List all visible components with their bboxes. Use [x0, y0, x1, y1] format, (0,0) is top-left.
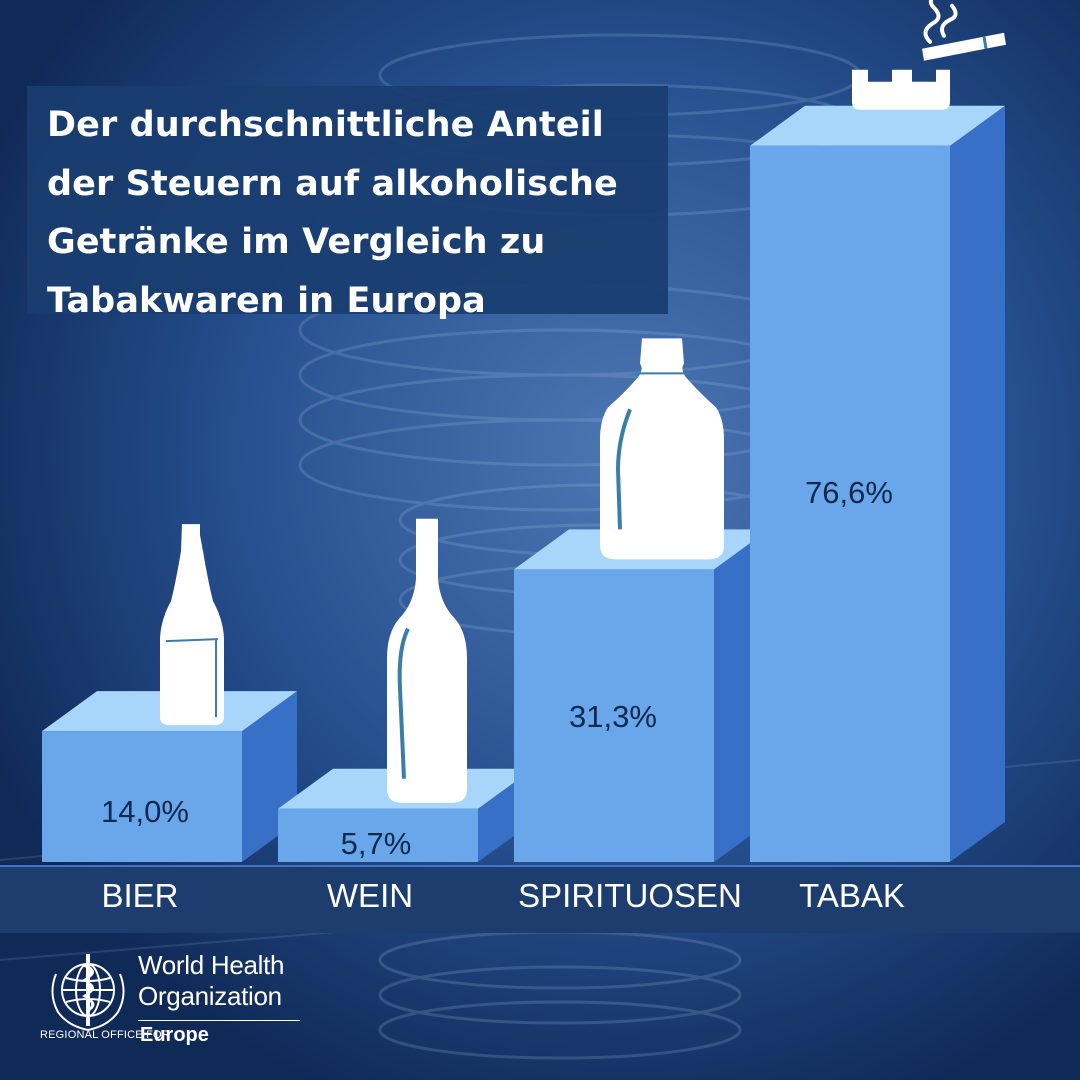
who-logo: World Health Organization REGIONAL OFFIC…	[38, 940, 318, 1060]
smoke	[923, 0, 958, 44]
regional-office-label: REGIONAL OFFICE FOR	[40, 1029, 170, 1041]
who-name: World Health Organization	[138, 950, 285, 1012]
region-label: Europe	[140, 1024, 209, 1046]
bar-front-tabak	[750, 145, 950, 863]
category-band	[0, 865, 1080, 933]
who-name-line2: Organization	[138, 981, 282, 1011]
wine-bottle-highlight	[397, 627, 410, 779]
category-label-bier: BIER	[101, 877, 179, 914]
value-label-wein: 5,7%	[340, 826, 412, 861]
cigarette-filter-line	[982, 36, 988, 50]
logo-divider	[138, 1020, 300, 1021]
category-label-spirituosen: SPIRITUOSEN	[518, 877, 742, 914]
bar-front-spirituosen	[514, 569, 714, 862]
value-label-spirituosen: 31,3%	[569, 699, 657, 734]
beer-bottle-body	[160, 524, 224, 726]
bar-front-wein	[278, 808, 478, 862]
beer-bottle-label-line	[165, 638, 219, 643]
bar-top-tabak	[750, 105, 1005, 146]
category-label-wein: WEIN	[326, 877, 414, 914]
chart-title: Der durchschnittliche Anteil der Steuern…	[47, 105, 618, 321]
value-label-tabak: 76,6%	[805, 475, 893, 510]
wine-bottle-body	[387, 518, 467, 803]
wine-bottle-icon	[387, 518, 467, 803]
title-box: Der durchschnittliche Anteil der Steuern…	[27, 86, 668, 321]
ashtray-cigarette-icon	[852, 0, 1006, 110]
who-name-line1: World Health	[138, 950, 285, 980]
beer-bottle-icon	[160, 524, 224, 726]
who-emblem-icon	[51, 954, 125, 1031]
ashtray-body	[852, 69, 950, 110]
cigarette	[922, 32, 1006, 61]
bar-wein	[278, 768, 533, 862]
bar-spirituosen	[514, 529, 769, 862]
bar-side-tabak	[950, 105, 1005, 863]
value-label-bier: 14,0%	[101, 794, 189, 829]
spirits-bottle-highlight	[615, 408, 632, 530]
bar-front-bier	[42, 731, 242, 862]
spirits-bottle-icon	[600, 338, 724, 560]
bar-tabak	[750, 105, 1005, 863]
spirits-bottle-body	[600, 338, 724, 560]
category-label-tabak: TABAK	[799, 877, 905, 914]
